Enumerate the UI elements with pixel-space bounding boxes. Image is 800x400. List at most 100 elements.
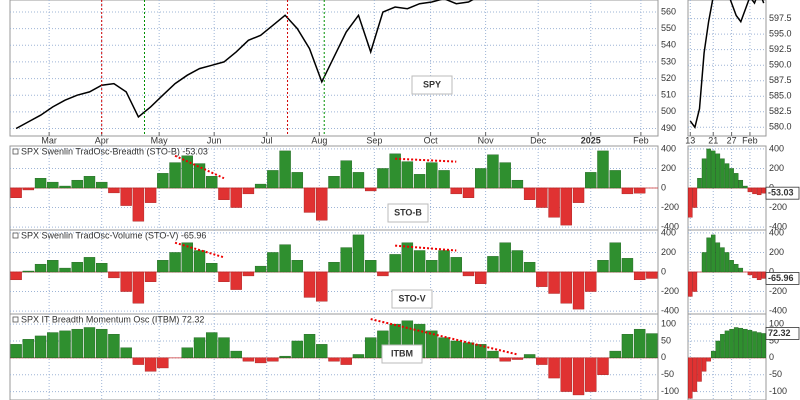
bar	[475, 168, 487, 189]
y-tick-label: -200	[661, 286, 679, 296]
last-value-label: -65.96	[768, 273, 794, 283]
bar	[572, 357, 585, 396]
bar	[401, 161, 414, 189]
y-tick-label: 585.0	[769, 91, 792, 101]
y-tick-label: 0	[661, 266, 666, 276]
bar	[291, 340, 304, 359]
bar	[585, 357, 597, 392]
x-tick-label: Feb	[742, 135, 758, 145]
bar	[548, 271, 560, 294]
bar	[279, 150, 291, 189]
bar	[242, 357, 255, 362]
bar	[364, 337, 377, 359]
bar	[438, 337, 450, 359]
bar	[733, 173, 739, 189]
bar	[560, 357, 573, 392]
bar	[499, 357, 511, 362]
bar	[715, 242, 721, 273]
bar	[720, 334, 725, 359]
bar	[364, 260, 377, 273]
title-icon	[12, 232, 19, 239]
bar	[303, 187, 316, 213]
bar	[499, 162, 511, 189]
bar	[752, 187, 757, 195]
bar	[523, 187, 536, 200]
y-tick-label: 50	[769, 335, 779, 345]
x-tick-label: 27	[727, 135, 737, 145]
annotation: STO-V	[398, 293, 425, 303]
y-tick-label: -400	[661, 221, 679, 231]
title-icon	[12, 148, 19, 155]
bar	[83, 327, 96, 359]
bar	[475, 344, 487, 359]
x-tick-label: Apr	[95, 135, 109, 145]
bar	[328, 262, 340, 273]
bar	[401, 242, 414, 273]
x-tick-label: May	[151, 135, 169, 145]
date-strip	[0, 136, 800, 146]
bar	[688, 271, 693, 297]
bar	[697, 178, 702, 189]
bar	[724, 330, 730, 359]
y-tick-label: 500	[661, 106, 676, 116]
bar	[523, 262, 536, 273]
bar	[206, 176, 218, 189]
bar	[743, 328, 748, 359]
y-tick-label: 550	[661, 23, 676, 33]
bar	[715, 153, 721, 189]
y-tick-label: -200	[661, 202, 679, 212]
bar	[83, 257, 96, 273]
bar	[47, 181, 59, 189]
bar	[756, 332, 762, 359]
annotation-box	[381, 344, 423, 364]
y-tick-label: -400	[661, 305, 679, 315]
bar	[752, 331, 757, 359]
bar	[193, 337, 206, 359]
bar	[267, 170, 279, 189]
bar	[389, 254, 401, 273]
bar	[499, 242, 511, 273]
bar	[706, 357, 711, 362]
bar	[475, 271, 487, 284]
bar	[426, 162, 438, 189]
bar	[609, 170, 621, 189]
plot	[10, 318, 658, 396]
bar	[523, 354, 536, 359]
bar	[47, 260, 59, 273]
bar	[646, 333, 658, 359]
annotation-box	[387, 203, 429, 223]
bar	[609, 350, 621, 359]
bar	[206, 332, 218, 359]
bar	[701, 158, 707, 189]
bar	[218, 187, 230, 200]
y-tick-label: 0	[661, 182, 666, 192]
bar	[10, 344, 22, 359]
bar	[511, 250, 524, 273]
bar	[487, 154, 499, 189]
bar	[157, 357, 169, 369]
bar	[706, 148, 711, 189]
y-tick-label: 0	[769, 266, 774, 276]
price-line	[15, 0, 474, 130]
bar	[729, 328, 734, 359]
price-line	[689, 0, 765, 130]
bar	[22, 187, 35, 191]
bar	[572, 187, 585, 203]
y-tick-label: -100	[661, 386, 679, 396]
x-tick-label: 2025	[581, 135, 601, 145]
plot	[688, 234, 766, 297]
bar	[756, 271, 762, 281]
last-value-label: -53.03	[768, 188, 794, 198]
bar	[536, 357, 548, 365]
bar	[59, 267, 71, 273]
bar	[438, 250, 450, 273]
bar	[438, 170, 450, 189]
y-tick-label: 582.5	[769, 106, 792, 116]
y-tick-label: 510	[661, 90, 676, 100]
bar	[548, 357, 560, 379]
bar	[688, 187, 693, 218]
bar	[364, 187, 377, 192]
bar	[747, 329, 753, 359]
bar	[450, 187, 462, 195]
bar	[230, 187, 242, 208]
